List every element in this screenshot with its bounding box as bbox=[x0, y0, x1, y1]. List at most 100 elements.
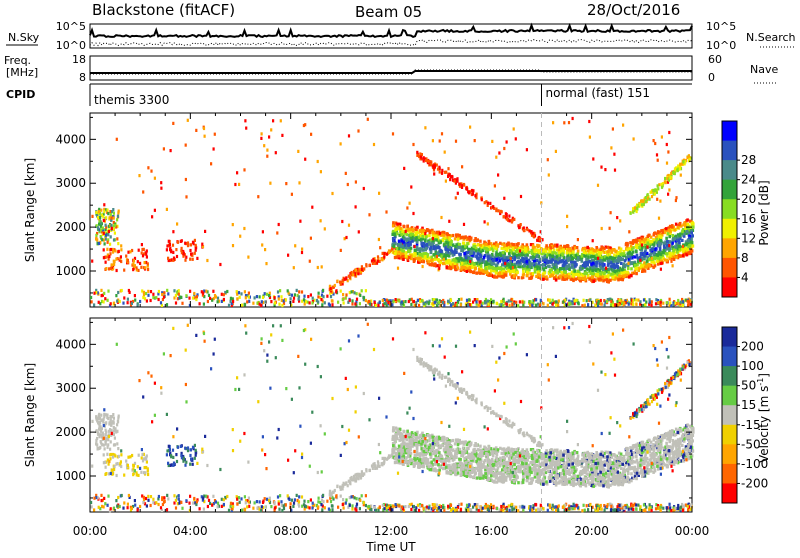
range-cell bbox=[511, 303, 513, 306]
range-cell bbox=[567, 245, 570, 248]
range-cell bbox=[468, 191, 470, 194]
range-cell bbox=[217, 300, 219, 303]
range-cell bbox=[556, 244, 559, 247]
range-cell bbox=[208, 499, 210, 502]
range-cell bbox=[612, 127, 614, 130]
range-cell bbox=[440, 240, 443, 243]
range-cell bbox=[659, 256, 662, 259]
range-cell bbox=[349, 504, 351, 507]
range-cell bbox=[437, 168, 439, 171]
range-cell bbox=[324, 227, 326, 230]
range-cell bbox=[566, 225, 568, 228]
range-cell bbox=[365, 494, 367, 497]
range-cell bbox=[127, 301, 129, 304]
range-cell bbox=[357, 129, 359, 132]
range-cell bbox=[469, 269, 472, 272]
range-cell bbox=[190, 243, 192, 246]
range-cell bbox=[600, 507, 602, 510]
range-cell bbox=[545, 275, 548, 278]
range-cell bbox=[160, 301, 162, 304]
range-cell bbox=[609, 256, 612, 259]
range-cell bbox=[616, 216, 618, 219]
range-cell bbox=[563, 121, 565, 124]
range-cell bbox=[394, 228, 397, 231]
range-cell bbox=[106, 248, 108, 251]
range-cell bbox=[577, 256, 580, 259]
range-cell bbox=[185, 256, 187, 259]
range-cell bbox=[495, 208, 497, 211]
range-cell bbox=[345, 172, 347, 175]
range-cell bbox=[681, 230, 684, 233]
range-cell bbox=[686, 218, 689, 221]
range-cell bbox=[392, 224, 395, 227]
range-cell bbox=[516, 271, 519, 274]
range-cell bbox=[185, 178, 187, 181]
range-cell bbox=[138, 249, 140, 252]
range-cell bbox=[547, 260, 550, 263]
range-cell bbox=[474, 139, 476, 142]
range-cell bbox=[692, 222, 695, 225]
range-cell bbox=[673, 248, 676, 251]
range-cell bbox=[607, 280, 610, 283]
range-cell bbox=[281, 304, 283, 307]
range-cell bbox=[217, 505, 219, 508]
range-cell bbox=[458, 183, 460, 186]
range-cell bbox=[261, 243, 263, 246]
range-cell bbox=[203, 303, 205, 306]
range-cell bbox=[660, 509, 662, 512]
range-cell bbox=[103, 497, 105, 500]
range-cell bbox=[626, 242, 629, 245]
range-cell bbox=[150, 504, 152, 507]
range-cell bbox=[510, 503, 512, 506]
range-cell bbox=[528, 277, 531, 280]
range-cell bbox=[335, 495, 337, 498]
range-cell bbox=[145, 497, 147, 500]
range-cell bbox=[549, 246, 552, 249]
range-cell bbox=[419, 253, 422, 256]
range-cell bbox=[363, 267, 365, 270]
range-cell bbox=[385, 210, 387, 213]
range-cell bbox=[382, 504, 384, 507]
range-cell bbox=[278, 502, 280, 505]
range-cell bbox=[223, 503, 225, 506]
colorbar-segment bbox=[722, 141, 737, 161]
range-cell bbox=[658, 244, 661, 247]
range-cell bbox=[395, 503, 397, 506]
range-cell bbox=[93, 292, 95, 295]
range-cell bbox=[657, 263, 660, 266]
range-cell bbox=[167, 497, 169, 500]
range-cell bbox=[166, 289, 168, 292]
range-cell bbox=[671, 234, 674, 237]
range-cell bbox=[192, 502, 194, 505]
range-cell bbox=[561, 253, 564, 256]
range-cell bbox=[199, 507, 201, 510]
range-cell bbox=[320, 298, 322, 301]
range-cell bbox=[640, 264, 643, 267]
range-cell bbox=[413, 259, 416, 262]
range-cell bbox=[361, 268, 363, 271]
range-cell bbox=[228, 509, 230, 512]
range-cell bbox=[435, 238, 438, 241]
range-cell bbox=[427, 229, 430, 232]
range-cell bbox=[309, 260, 311, 263]
range-cell bbox=[355, 268, 357, 271]
range-cell bbox=[359, 294, 361, 297]
range-cell bbox=[584, 304, 586, 307]
range-cell bbox=[335, 290, 337, 293]
range-cell bbox=[635, 249, 638, 252]
range-cell bbox=[533, 235, 535, 238]
range-cell bbox=[430, 256, 433, 259]
range-cell bbox=[501, 257, 504, 260]
range-cell bbox=[291, 294, 293, 297]
range-cell bbox=[455, 140, 457, 143]
range-cell bbox=[203, 127, 205, 130]
range-cell bbox=[430, 259, 433, 262]
range-cell bbox=[607, 274, 610, 277]
range-cell bbox=[113, 212, 115, 215]
range-cell bbox=[632, 299, 634, 302]
range-cell bbox=[294, 244, 296, 247]
range-cell bbox=[331, 303, 333, 306]
range-cell bbox=[680, 174, 682, 177]
range-cell bbox=[564, 275, 567, 278]
